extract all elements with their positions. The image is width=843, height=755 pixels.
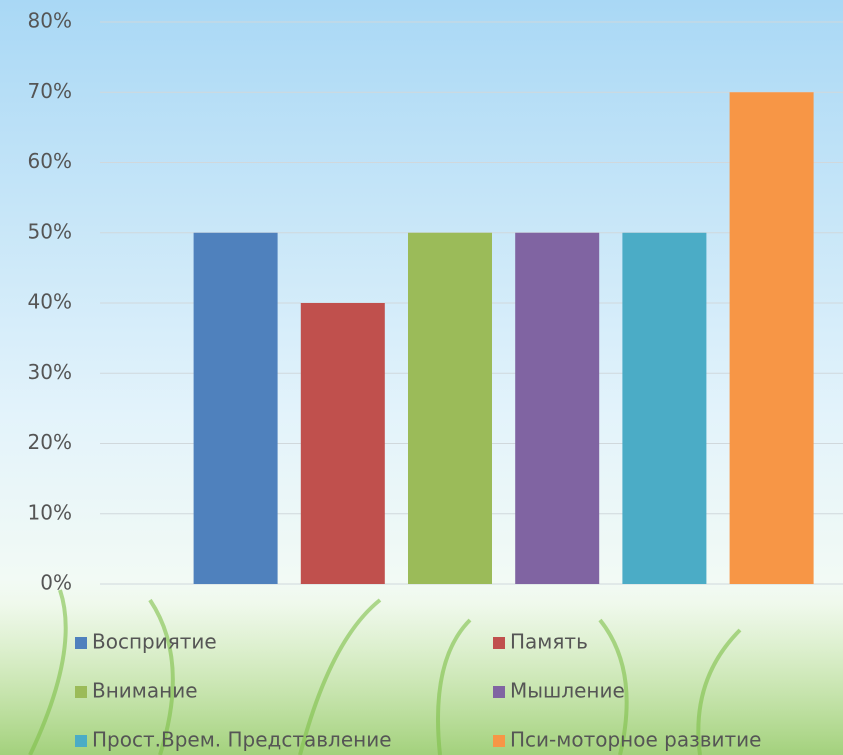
legend-swatch <box>75 735 87 747</box>
y-tick-label: 10% <box>28 500 72 524</box>
y-tick-label: 30% <box>28 360 72 384</box>
y-tick-label: 0% <box>40 571 72 595</box>
y-tick-label: 20% <box>28 430 72 454</box>
bar <box>622 232 707 584</box>
bar <box>408 232 492 584</box>
legend-swatch <box>493 637 505 649</box>
y-tick-label: 60% <box>28 149 72 173</box>
legend-label: Память <box>510 630 588 654</box>
legend-swatch <box>75 637 87 649</box>
bar <box>300 303 385 584</box>
y-tick-label: 70% <box>28 79 72 103</box>
bar <box>729 92 814 584</box>
legend-swatch <box>75 686 87 698</box>
grass-blades <box>28 589 742 755</box>
bar <box>515 232 600 584</box>
legend-label: Пси-моторное развитие <box>510 728 761 752</box>
legend-swatch <box>493 735 505 747</box>
y-tick-label: 80% <box>28 9 72 33</box>
grass <box>0 580 843 755</box>
legend-label: Мышление <box>510 679 625 703</box>
legend-swatch <box>493 686 505 698</box>
y-tick-label: 50% <box>28 219 72 243</box>
y-tick-label: 40% <box>28 290 72 314</box>
legend-label: Прост.Врем. Представление <box>92 728 392 752</box>
legend-label: Восприятие <box>92 630 217 654</box>
bar <box>193 232 278 584</box>
legend-label: Внимание <box>92 679 198 703</box>
